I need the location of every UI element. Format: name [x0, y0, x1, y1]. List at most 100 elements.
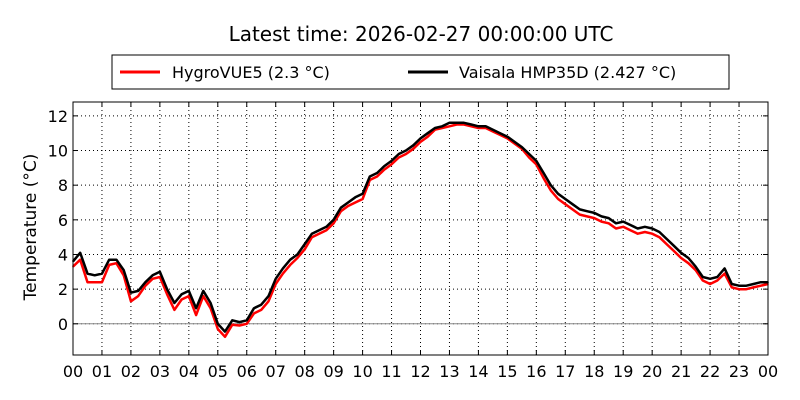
data-point — [694, 269, 697, 271]
data-point — [246, 319, 248, 322]
x-tick-label: 04 — [179, 362, 199, 381]
y-tick-label: 2 — [58, 280, 68, 299]
data-point — [289, 264, 292, 266]
data-point — [130, 291, 132, 294]
data-point — [115, 262, 118, 265]
data-point — [513, 141, 516, 143]
data-point — [542, 172, 545, 174]
x-tick-label: 22 — [700, 362, 720, 381]
data-point — [644, 226, 646, 228]
x-tick-label: 21 — [671, 362, 691, 381]
data-point — [253, 307, 255, 310]
data-point — [636, 232, 639, 235]
x-tick-label: 16 — [526, 362, 546, 381]
data-point — [303, 248, 306, 251]
data-point — [274, 283, 277, 285]
data-point — [535, 163, 538, 166]
data-point — [615, 227, 617, 230]
data-point — [593, 217, 596, 219]
x-tick-label: 09 — [323, 362, 343, 381]
legend-label-vaisala: Vaisala HMP35D (2.427 °C) — [459, 63, 676, 82]
data-point — [311, 232, 313, 235]
data-point — [238, 324, 241, 327]
data-point — [289, 258, 292, 261]
data-point — [629, 229, 632, 231]
data-point — [579, 213, 581, 216]
data-point — [564, 198, 567, 200]
data-point — [499, 132, 501, 134]
data-point — [665, 238, 668, 240]
data-point — [607, 217, 610, 219]
data-point — [607, 222, 610, 225]
data-point — [673, 245, 675, 247]
data-point — [311, 236, 313, 238]
data-point — [347, 205, 349, 207]
data-point — [166, 293, 168, 296]
data-point — [557, 193, 559, 195]
data-point — [347, 201, 349, 204]
data-point — [325, 226, 328, 228]
data-point — [405, 153, 407, 155]
data-point — [332, 219, 335, 221]
y-tick-label: 0 — [58, 315, 68, 334]
x-tick-label: 00 — [758, 362, 778, 381]
data-point — [441, 125, 444, 128]
x-tick-label: 15 — [497, 362, 517, 381]
data-point — [282, 267, 284, 270]
data-point — [202, 295, 205, 297]
data-point — [260, 303, 263, 306]
data-point — [361, 193, 364, 195]
data-point — [173, 309, 176, 311]
data-point — [86, 272, 89, 275]
data-point — [629, 224, 632, 226]
data-point — [622, 220, 624, 223]
data-point — [130, 300, 132, 303]
y-axis: 0 2 4 6 8 10 12 — [48, 107, 768, 334]
data-point — [108, 258, 110, 261]
data-point — [760, 284, 762, 287]
data-point — [180, 293, 183, 296]
x-tick-label: 10 — [352, 362, 372, 381]
data-point — [687, 257, 690, 259]
data-point — [217, 323, 219, 325]
data-point — [694, 265, 697, 268]
data-point — [180, 298, 183, 301]
data-point — [579, 208, 581, 211]
x-tick-label: 14 — [468, 362, 488, 381]
data-point — [470, 123, 473, 126]
data-point — [412, 144, 415, 147]
data-point — [716, 279, 719, 282]
x-tick-label: 20 — [642, 362, 662, 381]
data-point — [151, 274, 154, 277]
data-point — [340, 210, 342, 212]
data-point — [455, 123, 458, 126]
data-point — [658, 236, 661, 238]
data-point — [101, 272, 103, 275]
x-tick-label: 01 — [92, 362, 112, 381]
data-point — [723, 272, 726, 275]
x-tick-label: 12 — [410, 362, 430, 381]
data-point — [253, 312, 255, 315]
data-point — [709, 278, 711, 280]
data-point — [115, 258, 118, 261]
data-point — [680, 252, 682, 254]
data-point — [412, 148, 415, 150]
data-point — [166, 288, 168, 291]
data-point — [151, 278, 154, 280]
y-axis-label: Temperature (°C) — [21, 154, 41, 302]
data-point — [571, 203, 574, 205]
data-point — [325, 229, 328, 231]
x-tick-label: 11 — [381, 362, 401, 381]
data-point — [434, 127, 436, 129]
data-point — [528, 153, 530, 155]
data-point — [600, 220, 603, 223]
x-tick-label: 02 — [121, 362, 141, 381]
y-tick-label: 8 — [58, 176, 68, 195]
data-point — [202, 290, 205, 292]
data-point — [383, 168, 386, 171]
data-point — [709, 283, 711, 285]
data-point — [723, 267, 726, 270]
x-tick-label: 07 — [266, 362, 286, 381]
data-point — [651, 232, 653, 235]
data-point — [492, 128, 494, 131]
